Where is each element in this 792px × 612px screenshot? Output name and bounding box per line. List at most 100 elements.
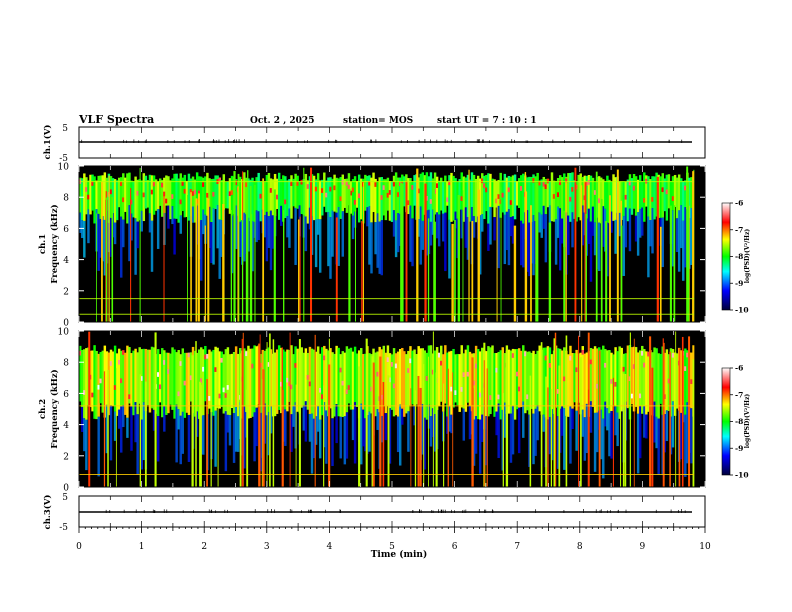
spec1-band-cell bbox=[442, 181, 445, 214]
spec2-sferic-streak bbox=[669, 351, 671, 487]
spec1-band-cell bbox=[591, 177, 595, 207]
spec2-fringe bbox=[446, 416, 449, 434]
spec2-band-cell bbox=[109, 349, 113, 406]
spec2-sferic-streak bbox=[502, 392, 504, 487]
spec1-fringe bbox=[558, 208, 562, 271]
spec1-band-cell bbox=[462, 176, 466, 222]
spec2-hotspot bbox=[489, 395, 492, 400]
spec2-hotspot bbox=[290, 384, 293, 390]
spec1-fringe bbox=[431, 209, 435, 235]
spec1-sferic-streak bbox=[454, 220, 456, 322]
spec2-band-cell bbox=[448, 351, 451, 407]
spec2-sferic-streak bbox=[328, 364, 331, 487]
spec2-sferic-streak bbox=[246, 389, 249, 487]
spec1-band-cell bbox=[286, 180, 289, 217]
spec1-sferic-streak bbox=[310, 167, 313, 322]
spec1-sferic-streak bbox=[190, 192, 192, 322]
spec1-sferic-streak bbox=[530, 205, 532, 322]
spec1-fringe bbox=[489, 206, 492, 245]
spec2-band-cell bbox=[150, 346, 154, 409]
spec1-band-cell bbox=[575, 181, 578, 222]
spec2-band-cell bbox=[675, 353, 679, 409]
spec1-band-cell bbox=[460, 172, 463, 210]
spec2-fringe bbox=[561, 406, 564, 436]
spec2-fringe bbox=[485, 416, 488, 466]
spec1-fringe bbox=[251, 220, 254, 272]
time-axis: 0 1 2 3 4 5 6 7 8 9 10 bbox=[76, 127, 711, 552]
spec1-band-cell bbox=[606, 175, 609, 223]
spec2-band-cell bbox=[193, 350, 197, 417]
spec1-sferic-streak bbox=[262, 178, 265, 322]
spec2-fringe bbox=[195, 411, 199, 437]
spec1-band-cell bbox=[655, 172, 658, 217]
spec1-fringe bbox=[238, 221, 242, 257]
spec1-band-cell bbox=[113, 179, 117, 223]
spec1-band-cell bbox=[645, 175, 648, 207]
spec2-hotspot bbox=[524, 351, 527, 357]
spec2-ytick-label: 4 bbox=[63, 421, 69, 431]
spec1-band-cell bbox=[85, 177, 88, 215]
spec1-band-cell bbox=[331, 178, 334, 211]
spec1-band-cell bbox=[124, 177, 127, 212]
spec1-ytick-label: 8 bbox=[63, 194, 69, 204]
spec2-fringe bbox=[563, 408, 566, 470]
spec1-hotspot bbox=[538, 180, 541, 186]
spec2-band-cell bbox=[275, 349, 279, 414]
spec1-hotspot bbox=[197, 190, 201, 196]
spec2-hotspot bbox=[122, 350, 125, 355]
spec1-band-cell bbox=[140, 180, 143, 211]
spec2-band-cell bbox=[185, 352, 189, 413]
spec1-band-cell bbox=[495, 180, 498, 208]
spec1-band-cell bbox=[552, 180, 556, 222]
spec2-hotspot bbox=[440, 360, 443, 366]
spec1-sferic-streak bbox=[111, 197, 114, 322]
spec1-fringe bbox=[318, 219, 322, 273]
spec2-hotspot bbox=[647, 351, 650, 357]
spec1-fringe bbox=[208, 206, 211, 248]
spec1-fringe bbox=[526, 210, 529, 272]
spec2-hotspot bbox=[437, 352, 441, 358]
spec2-band-cell bbox=[132, 350, 135, 416]
chart-title: VLF Spectra bbox=[78, 113, 154, 126]
spec1-band-cell bbox=[587, 175, 591, 209]
spec1-fringe bbox=[167, 205, 170, 229]
spec1-band-cell bbox=[136, 179, 139, 222]
spec2-band-cell bbox=[536, 350, 539, 406]
spec2-fringe bbox=[511, 405, 515, 455]
spec1-fringe bbox=[602, 206, 605, 247]
spec1-band-cell bbox=[561, 177, 564, 219]
spec1-sferic-streak bbox=[108, 175, 110, 322]
spec2-sferic-streak bbox=[675, 331, 677, 487]
spec2-sferic-streak bbox=[414, 390, 417, 487]
spec1-band-cell bbox=[468, 179, 472, 222]
colorbar-tick-label: -8 bbox=[735, 252, 743, 261]
spec2-fringe bbox=[472, 419, 476, 466]
spec2-hotspot bbox=[288, 381, 291, 387]
spec2-sferic-streak bbox=[692, 359, 695, 487]
spec1-band-cell bbox=[93, 176, 96, 224]
spec2-band-cell bbox=[325, 348, 328, 411]
spec2-band-cell bbox=[446, 352, 449, 417]
spec1-fringe bbox=[257, 211, 260, 241]
spec2-fringe bbox=[134, 402, 137, 443]
spec2-band-cell bbox=[542, 347, 546, 415]
spec1-band-cell bbox=[329, 177, 332, 218]
spec1-fringe bbox=[503, 214, 507, 265]
spec2-fringe bbox=[575, 410, 578, 451]
spec2-hotspot bbox=[251, 363, 254, 369]
spec2-fringe bbox=[450, 414, 453, 434]
spec1-hotspot bbox=[193, 189, 197, 195]
spec2-fringe bbox=[109, 405, 113, 461]
spec1-band-cell bbox=[353, 176, 357, 212]
spec2-band-cell bbox=[593, 346, 597, 413]
spec1-hotspot bbox=[183, 188, 187, 194]
spec1-hotspot bbox=[417, 188, 420, 194]
spec1-fringe bbox=[304, 216, 308, 252]
spec1-band-cell bbox=[115, 180, 119, 221]
spec2-sferic-streak bbox=[545, 376, 547, 487]
spec2-hotspot bbox=[120, 378, 123, 384]
spec1-band-cell bbox=[558, 175, 562, 209]
spec2-sferic-streak bbox=[358, 366, 361, 487]
spec2-ytick-label: 2 bbox=[63, 452, 69, 462]
spec2-sferic-streak bbox=[580, 357, 582, 487]
